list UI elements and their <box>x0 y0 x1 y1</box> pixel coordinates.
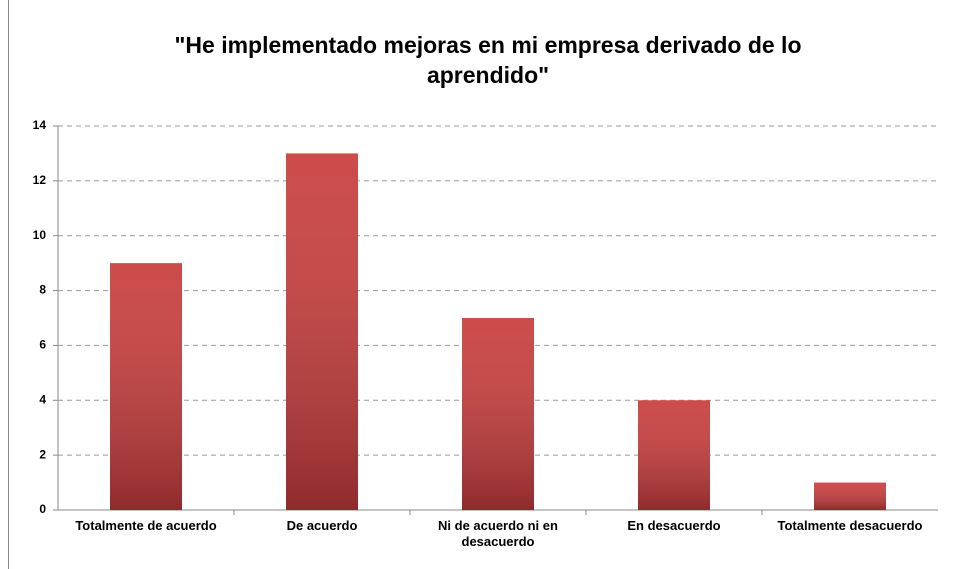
y-tick-label: 0 <box>39 502 46 516</box>
x-tick-label: Totalmente desacuerdo <box>777 518 923 533</box>
y-tick-label: 12 <box>33 173 47 187</box>
bar-shade <box>638 400 710 510</box>
x-tick-label: Totalmente de acuerdo <box>75 518 217 533</box>
y-tick-label: 6 <box>39 338 46 352</box>
x-tick-label: Ni de acuerdo ni en desacuerdo <box>438 518 558 549</box>
bar-shade <box>110 263 182 510</box>
chart-title: "He implementado mejoras en mi empresa d… <box>174 32 802 88</box>
y-tick-label: 2 <box>39 447 46 461</box>
y-tick-label: 8 <box>39 283 46 297</box>
bar-shade <box>814 482 886 510</box>
bar-shade <box>286 153 358 510</box>
y-tick-label: 4 <box>39 392 46 406</box>
y-tick-label: 10 <box>33 228 47 242</box>
x-tick-label: De acuerdo <box>286 518 358 533</box>
bar-shade <box>462 318 534 510</box>
y-tick-label: 14 <box>33 118 47 132</box>
x-tick-label: En desacuerdo <box>627 518 721 533</box>
